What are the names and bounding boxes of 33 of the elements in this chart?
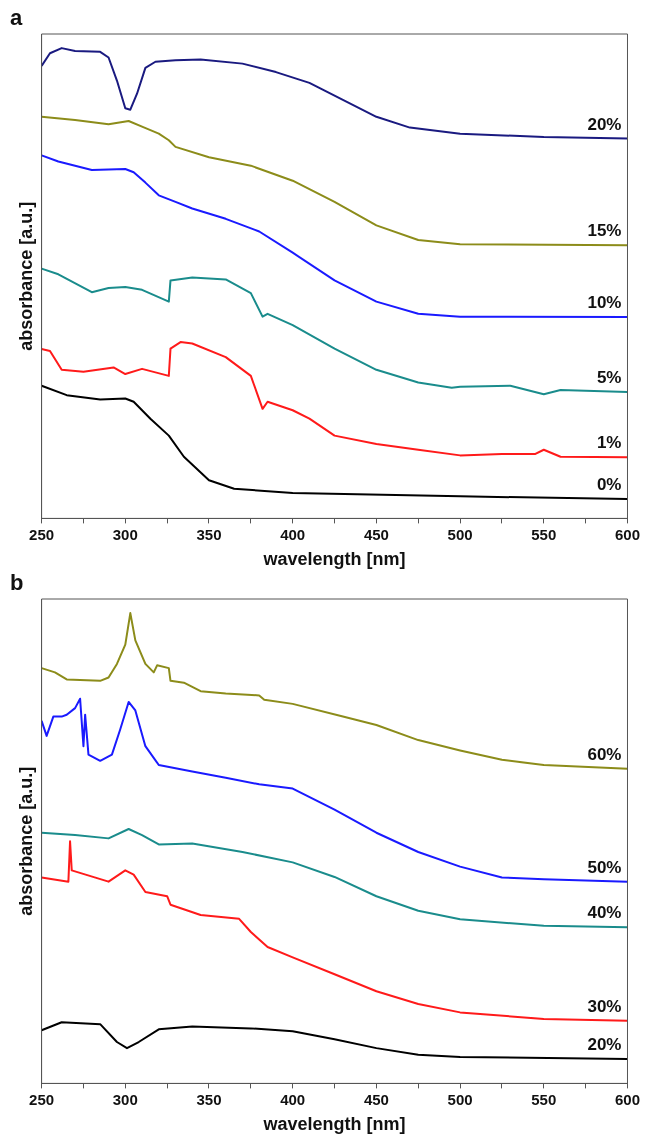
x-tick-label: 600 <box>614 1090 640 1108</box>
x-tick-label: 550 <box>531 525 557 543</box>
x-tick-label: 500 <box>447 525 473 543</box>
series-label: 30% <box>587 997 622 1017</box>
series-label: 5% <box>596 368 622 388</box>
x-tick-label: 250 <box>29 525 55 543</box>
series-label: 50% <box>587 857 622 877</box>
x-tick-label: 600 <box>614 525 640 543</box>
series-label: 40% <box>587 903 622 923</box>
series-label: 15% <box>587 221 622 241</box>
y-axis-title: absorbance [a.u.] <box>15 201 36 351</box>
series-label: 20% <box>587 1035 622 1055</box>
x-tick-label: 400 <box>280 525 306 543</box>
chart-title: b <box>10 570 24 596</box>
x-tick-label: 450 <box>363 1090 389 1108</box>
x-axis-title: wavelength [nm] <box>262 549 406 570</box>
x-tick-label: 300 <box>112 1090 138 1108</box>
x-tick-label: 500 <box>447 1090 473 1108</box>
x-tick-label: 350 <box>196 1090 222 1108</box>
series-label: 10% <box>587 293 622 313</box>
x-axis-title: wavelength [nm] <box>262 1114 406 1135</box>
series-label: 60% <box>587 744 622 764</box>
series-label: 20% <box>587 114 622 134</box>
x-tick-label: 350 <box>196 525 222 543</box>
series-label: 1% <box>596 433 622 453</box>
x-tick-label: 400 <box>280 1090 306 1108</box>
x-tick-label: 550 <box>531 1090 557 1108</box>
x-tick-label: 450 <box>363 525 389 543</box>
series-label: 0% <box>596 475 622 495</box>
y-axis-title: absorbance [a.u.] <box>15 766 36 916</box>
chart-title: a <box>10 5 23 31</box>
x-tick-label: 300 <box>112 525 138 543</box>
x-tick-label: 250 <box>29 1090 55 1108</box>
